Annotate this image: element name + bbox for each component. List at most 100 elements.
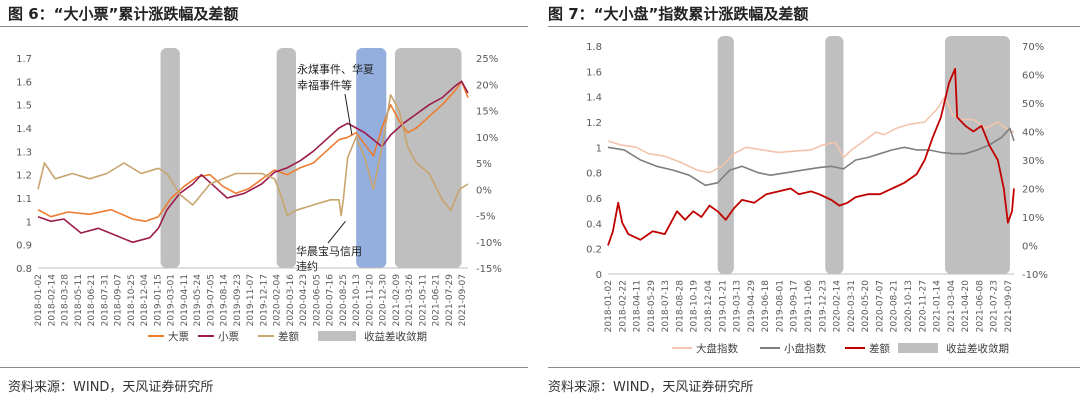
y-tick-label-right: 25% — [476, 54, 498, 65]
title-rule — [548, 26, 1080, 27]
source-rule — [0, 367, 528, 368]
y-tick-label-left: 0.6 — [586, 194, 602, 205]
convergence-band — [825, 36, 844, 274]
y-tick-label-left: 0.2 — [586, 245, 602, 256]
x-tick-label: 2018-05-29 — [647, 280, 657, 333]
x-tick-label: 2020-07-07 — [875, 280, 885, 332]
convergence-band — [276, 48, 296, 268]
series-line — [37, 80, 469, 223]
x-tick-label: 2018-01-02 — [604, 280, 614, 332]
x-tick-label: 2020-03-16 — [286, 274, 296, 327]
x-tick-label: 2021-02-09 — [392, 274, 402, 327]
x-tick-label: 2020-11-27 — [918, 280, 928, 332]
y-tick-label-right: 20% — [476, 80, 498, 91]
y-tick-label-right: 0% — [476, 185, 492, 196]
y-tick-label-left: 1 — [26, 217, 32, 228]
y-tick-label-left: 1.3 — [16, 147, 32, 158]
x-tick-label: 2018-09-07 — [114, 274, 124, 326]
y-tick-label-right: 30% — [1022, 156, 1044, 167]
x-tick-label: 2019-05-24 — [193, 274, 203, 327]
y-tick-label-right: 10% — [476, 133, 498, 144]
convergence-band — [944, 36, 1010, 274]
y-tick-label-left: 1.6 — [586, 67, 602, 78]
x-tick-label: 2021-04-20 — [961, 280, 971, 333]
x-tick-label: 2020-07-16 — [326, 274, 336, 327]
legend-label: 小盘指数 — [784, 342, 826, 355]
x-tick-label: 2019-09-17 — [790, 280, 800, 332]
y-tick-label-left: 1.7 — [16, 54, 32, 65]
y-tick-label-right: 10% — [1022, 213, 1044, 224]
x-tick-label: 2019-03-01 — [167, 274, 177, 326]
source-note: 资料来源：WIND，天风证券研究所 — [548, 380, 754, 395]
annotation-arrow — [344, 93, 353, 136]
line-chart-left: 0.8 0.9 1 1.1 1.2 1.3 1.4 1.5 1.6 1.7 -15% -10% -5% 0… — [16, 48, 502, 343]
x-tick-label: 2020-02-04 — [273, 274, 283, 327]
x-tick-label: 2019-12-17 — [259, 274, 269, 326]
x-tick-label: 2018-03-28 — [61, 274, 71, 327]
source-note: 资料来源：WIND，天风证券研究所 — [8, 380, 214, 395]
y-tick-label-right: 50% — [1022, 99, 1044, 110]
y-tick-label-left: 0.8 — [16, 264, 32, 275]
convergence-band — [160, 48, 180, 268]
x-tick-label: 2021-05-11 — [418, 274, 428, 326]
x-tick-label: 2020-12-30 — [379, 274, 389, 327]
y-tick-label-left: 1.1 — [16, 194, 32, 205]
x-tick-label: 2018-02-14 — [47, 274, 57, 327]
series-line — [37, 80, 469, 244]
legend-label: 收益差收敛期 — [364, 330, 427, 343]
convergence-band — [356, 48, 387, 268]
x-tick-label: 2019-01-15 — [153, 274, 163, 326]
x-tick-label: 2019-08-14 — [220, 274, 230, 327]
x-tick-label: 2020-05-20 — [861, 280, 871, 333]
y-tick-label-left: 1.6 — [16, 77, 32, 88]
x-tick-label: 2020-11-20 — [365, 274, 375, 327]
convergence-band — [394, 48, 462, 268]
y-tick-label-left: 1.4 — [16, 124, 32, 135]
x-tick-label: 2018-05-11 — [74, 274, 84, 326]
x-tick-label: 2021-01-14 — [933, 280, 943, 333]
y-tick-label-left: 1 — [596, 143, 602, 154]
y-tick-label-right: 15% — [476, 107, 498, 118]
legend-label: 差额 — [278, 330, 299, 343]
x-tick-label: 2021-03-04 — [947, 280, 957, 333]
y-tick-label-right: 70% — [1022, 42, 1044, 53]
legend-swatch — [318, 331, 356, 341]
y-tick-label-right: 0% — [1022, 242, 1038, 253]
annotation-text: 违约 — [296, 260, 318, 273]
x-tick-label: 2019-06-18 — [761, 280, 771, 333]
legend-label: 收益差收敛期 — [946, 342, 1009, 355]
legend-swatch — [898, 343, 938, 353]
x-tick-label: 2020-08-25 — [339, 274, 349, 326]
x-tick-label: 2020-06-05 — [312, 274, 322, 326]
x-tick-label: 2019-09-23 — [233, 274, 243, 326]
y-tick-label-left: 1.8 — [586, 42, 602, 53]
x-tick-label: 2019-03-13 — [733, 280, 743, 332]
x-tick-label: 2021-07-29 — [445, 274, 455, 327]
x-tick-label: 2021-06-08 — [975, 280, 985, 333]
x-tick-label: 2021-07-23 — [990, 280, 1000, 332]
x-tick-label: 2019-11-07 — [246, 274, 256, 326]
chart-title: 图 7：“大小盘”指数累计涨跌幅及差额 — [548, 5, 809, 23]
x-tick-label: 2018-08-28 — [675, 280, 685, 333]
x-tick-label: 2019-11-06 — [804, 280, 814, 333]
x-tick-label: 2018-10-19 — [690, 280, 700, 333]
x-tick-label: 2018-02-22 — [618, 280, 628, 332]
line-chart-right: 0 0.2 0.4 0.6 0.8 1 1.2 1.4 1.6 1.8 -10% 0% 10% 20% 30… — [586, 36, 1048, 355]
y-tick-label-right: -5% — [476, 212, 495, 223]
y-tick-label-left: 1.4 — [586, 93, 602, 104]
x-tick-label: 2020-10-13 — [904, 280, 914, 332]
y-tick-label-left: 1.2 — [586, 118, 602, 129]
x-tick-label: 2021-03-26 — [405, 274, 415, 327]
x-tick-label: 2021-09-07 — [458, 274, 468, 326]
y-tick-label-right: 20% — [1022, 185, 1044, 196]
chart-panel-left: 图 6：“大小票”累计涨跌幅及差额 0.8 0.9 1 1.1 1.2 1.3 1.4 1.5… — [0, 5, 528, 395]
legend-label: 差额 — [869, 342, 890, 355]
x-tick-label: 2018-12-04 — [140, 274, 150, 327]
annotation-text: 幸福事件等 — [297, 78, 352, 92]
source-rule — [548, 367, 1080, 368]
y-tick-label-right: -15% — [476, 264, 502, 275]
convergence-band — [717, 36, 734, 274]
y-tick-label-right: 5% — [476, 159, 492, 170]
legend-label: 大盘指数 — [696, 342, 738, 355]
x-tick-label: 2019-12-23 — [818, 280, 828, 332]
